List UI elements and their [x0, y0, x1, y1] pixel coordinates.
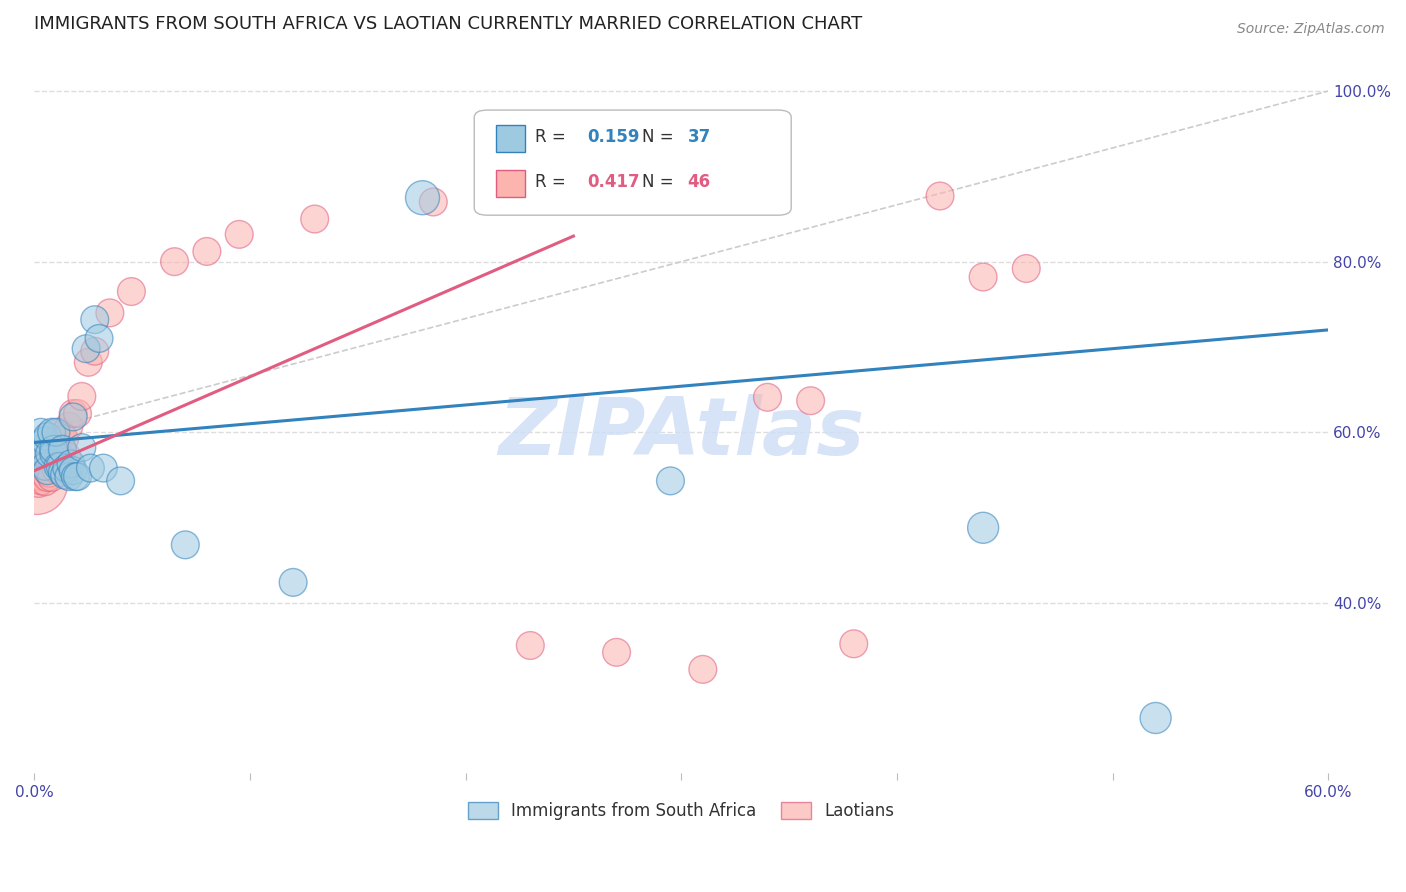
Point — [110, 474, 132, 488]
FancyBboxPatch shape — [474, 110, 792, 215]
Text: Source: ZipAtlas.com: Source: ZipAtlas.com — [1237, 22, 1385, 37]
Point — [42, 447, 65, 461]
Point — [51, 442, 73, 457]
Point — [34, 459, 56, 474]
Point — [37, 429, 59, 443]
Text: IMMIGRANTS FROM SOUTH AFRICA VS LAOTIAN CURRENTLY MARRIED CORRELATION CHART: IMMIGRANTS FROM SOUTH AFRICA VS LAOTIAN … — [34, 15, 863, 33]
Point — [972, 270, 994, 285]
Point — [174, 538, 197, 552]
Point — [25, 476, 48, 491]
Text: N =: N = — [643, 128, 679, 146]
Point — [842, 637, 865, 651]
Point — [55, 449, 77, 463]
Point — [87, 331, 110, 345]
Point — [53, 467, 76, 482]
Point — [41, 470, 63, 484]
Point — [65, 469, 87, 483]
Point — [49, 449, 72, 463]
Point — [28, 476, 51, 491]
Point — [1144, 711, 1167, 725]
Text: R =: R = — [536, 173, 571, 191]
Point — [83, 344, 105, 359]
Point — [28, 442, 51, 457]
Point — [1015, 261, 1038, 276]
Point — [45, 462, 67, 476]
Point — [692, 662, 714, 676]
Point — [49, 425, 72, 440]
Point — [53, 432, 76, 446]
FancyBboxPatch shape — [496, 169, 524, 197]
Point — [929, 189, 952, 203]
Text: 37: 37 — [688, 128, 711, 146]
Text: R =: R = — [536, 128, 571, 146]
Point — [79, 461, 101, 475]
Point — [28, 469, 51, 483]
Point — [163, 254, 186, 268]
Point — [38, 447, 60, 461]
Point — [38, 466, 60, 480]
Point — [58, 419, 80, 434]
Point — [519, 639, 541, 653]
Point — [195, 244, 218, 259]
Point — [30, 474, 52, 488]
Point — [83, 312, 105, 326]
Point — [66, 407, 89, 421]
Point — [34, 434, 56, 448]
Point — [42, 445, 65, 459]
Point — [55, 461, 77, 475]
Point — [37, 464, 59, 478]
Point — [41, 425, 63, 440]
Point — [120, 285, 142, 299]
Point — [60, 457, 83, 471]
Point — [62, 409, 84, 424]
Legend: Immigrants from South Africa, Laotians: Immigrants from South Africa, Laotians — [461, 796, 901, 827]
Point — [70, 441, 93, 455]
Text: 46: 46 — [688, 173, 711, 191]
Point — [49, 459, 72, 474]
Point — [75, 342, 97, 356]
Point — [304, 212, 326, 227]
Point — [800, 393, 823, 408]
Point — [32, 466, 55, 480]
FancyBboxPatch shape — [496, 125, 524, 153]
Point — [77, 355, 100, 369]
Point — [228, 227, 250, 242]
Point — [98, 306, 121, 320]
Point — [37, 470, 59, 484]
Point — [70, 389, 93, 403]
Point — [34, 457, 56, 471]
Text: N =: N = — [643, 173, 679, 191]
Point — [30, 469, 52, 483]
Point — [38, 452, 60, 467]
Point — [412, 191, 434, 205]
Point — [30, 425, 52, 440]
Point — [51, 427, 73, 442]
Point — [659, 474, 682, 488]
Point — [93, 461, 115, 475]
Point — [756, 390, 779, 404]
Point — [281, 575, 304, 590]
Point — [42, 442, 65, 457]
Point — [46, 432, 69, 446]
Point — [58, 469, 80, 483]
Point — [41, 449, 63, 463]
Point — [62, 464, 84, 478]
Point — [606, 645, 628, 659]
Point — [34, 475, 56, 489]
Point — [32, 461, 55, 475]
Point — [45, 425, 67, 440]
Point — [46, 459, 69, 474]
Point — [422, 194, 444, 209]
Point — [972, 521, 994, 535]
Point — [37, 450, 59, 465]
Text: ZIPAtlas: ZIPAtlas — [498, 393, 865, 472]
Point — [51, 466, 73, 480]
Text: 0.417: 0.417 — [586, 173, 640, 191]
Point — [32, 447, 55, 461]
Text: 0.159: 0.159 — [586, 128, 640, 146]
Point — [45, 441, 67, 455]
Point — [62, 407, 84, 421]
Point — [66, 469, 89, 483]
